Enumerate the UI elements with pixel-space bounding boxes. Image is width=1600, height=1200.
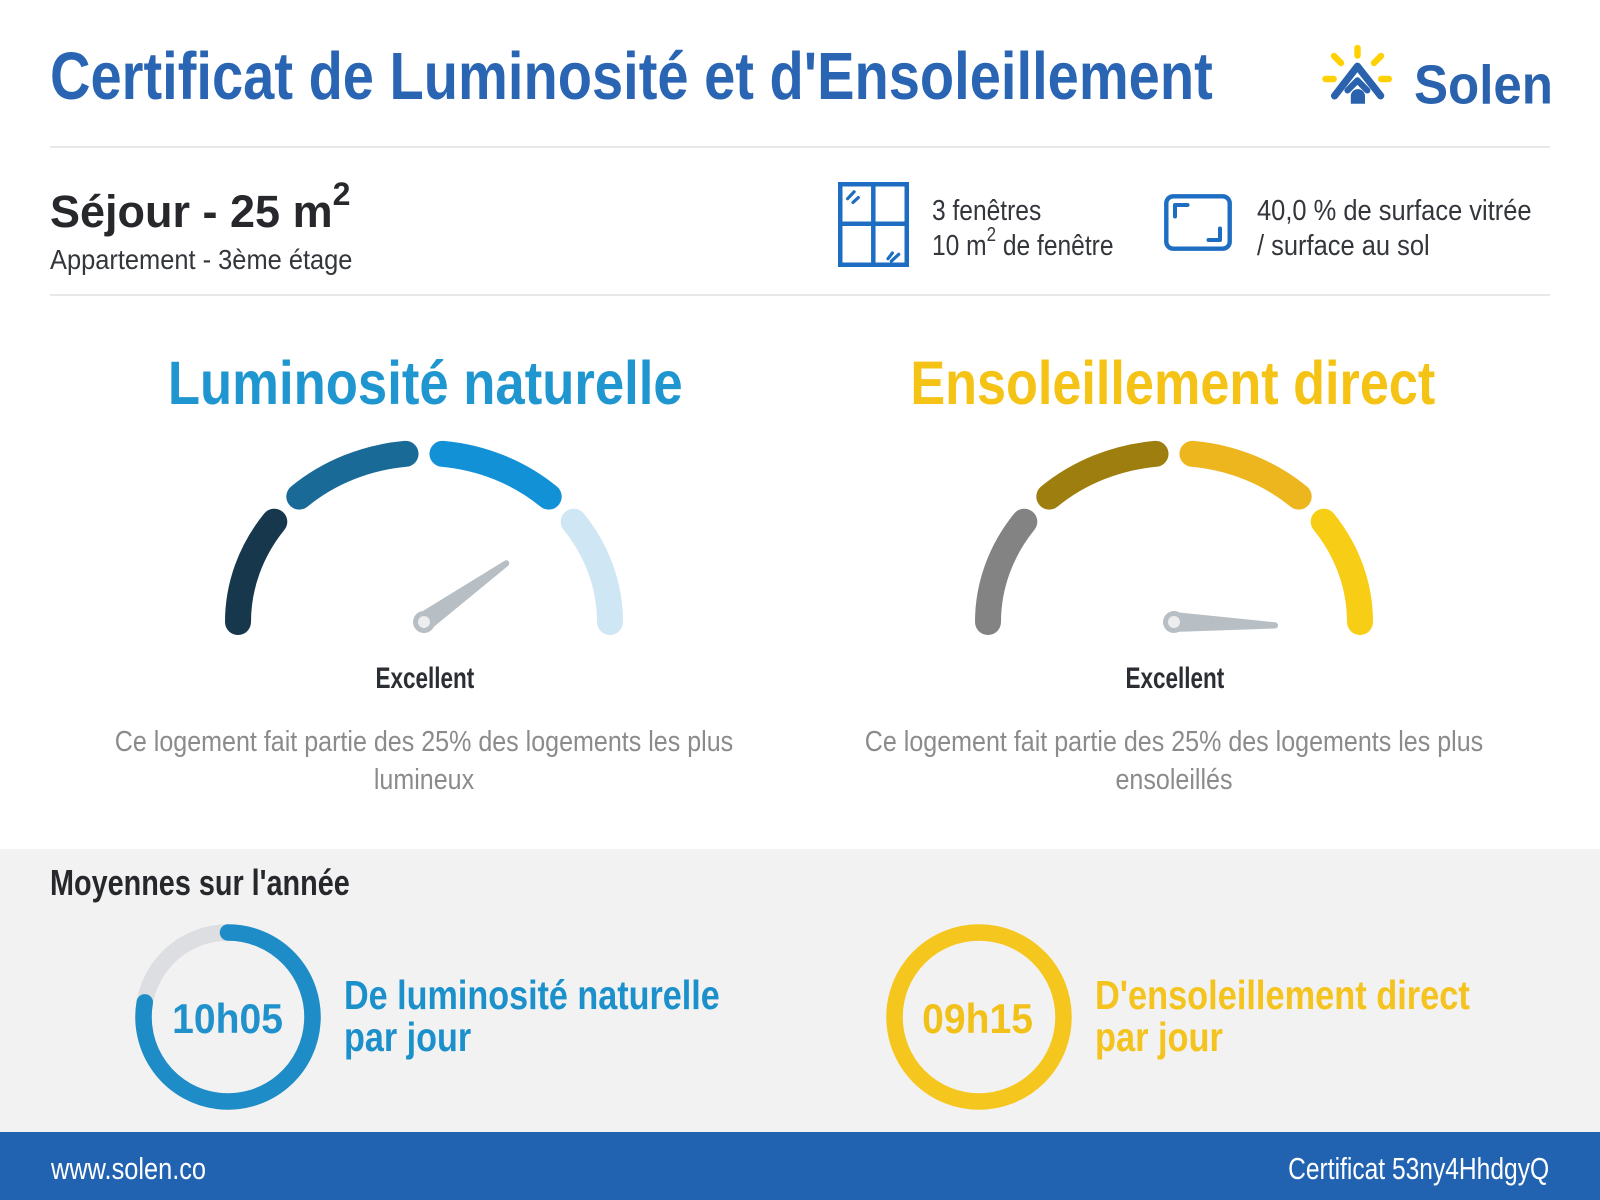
svg-text:Solen: Solen <box>1414 53 1553 110</box>
